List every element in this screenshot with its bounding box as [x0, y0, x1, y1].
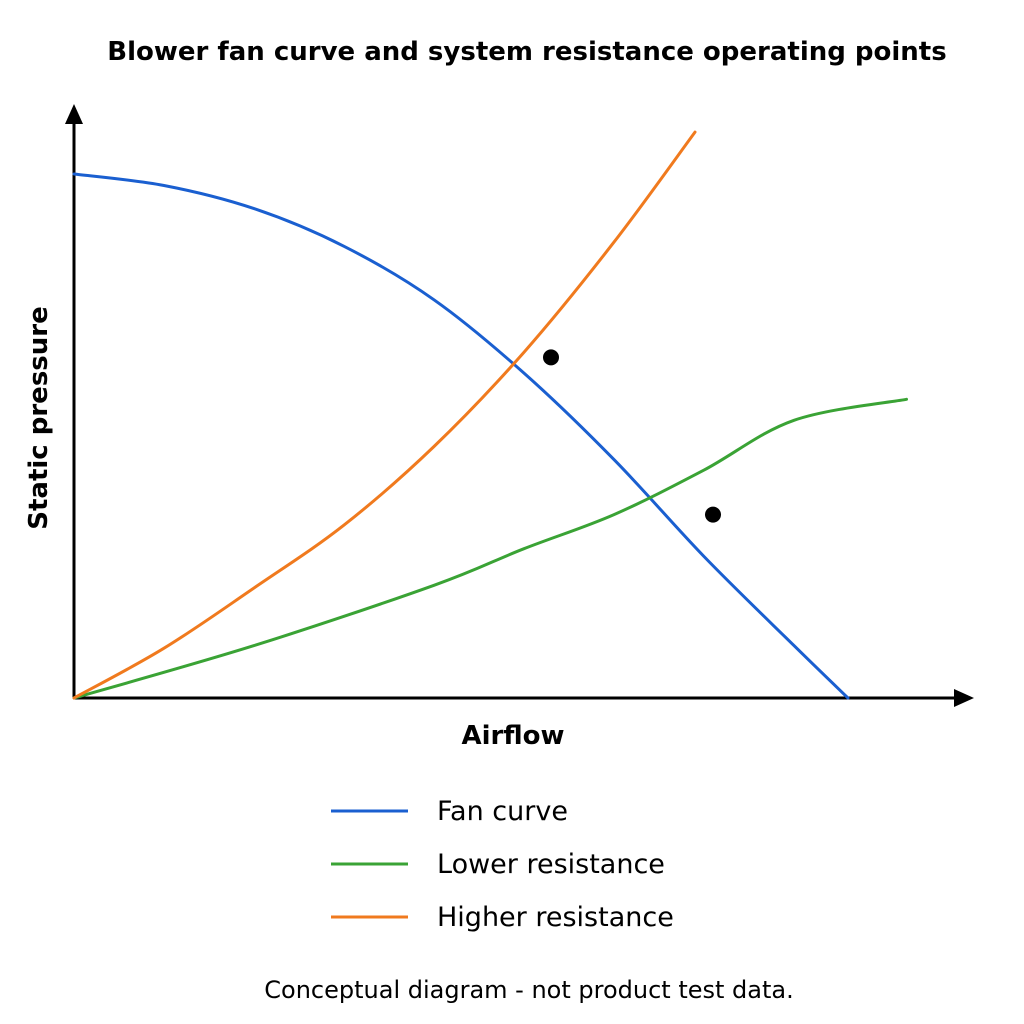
y-axis-label: Static pressure	[24, 306, 54, 530]
series-layer	[72, 130, 908, 700]
legend-label-higher-resistance: Higher resistance	[437, 902, 674, 933]
x-axis-arrow	[954, 689, 974, 707]
legend: Fan curve Lower resistance Higher resistan…	[331, 796, 674, 933]
operating-points	[543, 349, 721, 523]
series-line-lower-resistance	[72, 397, 908, 700]
operating-point-2	[705, 506, 721, 523]
series-line-fan-curve	[72, 172, 850, 700]
operating-point-1	[543, 349, 559, 366]
legend-label-fan-curve: Fan curve	[437, 796, 568, 827]
disclaimer-note: Conceptual diagram - not product test da…	[264, 976, 793, 1004]
y-axis-arrow	[65, 104, 83, 124]
x-axis-label: Airflow	[461, 721, 564, 751]
chart-title: Blower fan curve and system resistance o…	[107, 37, 946, 67]
axes	[65, 104, 974, 707]
series-line-higher-resistance	[72, 130, 697, 700]
legend-label-lower-resistance: Lower resistance	[437, 849, 665, 880]
